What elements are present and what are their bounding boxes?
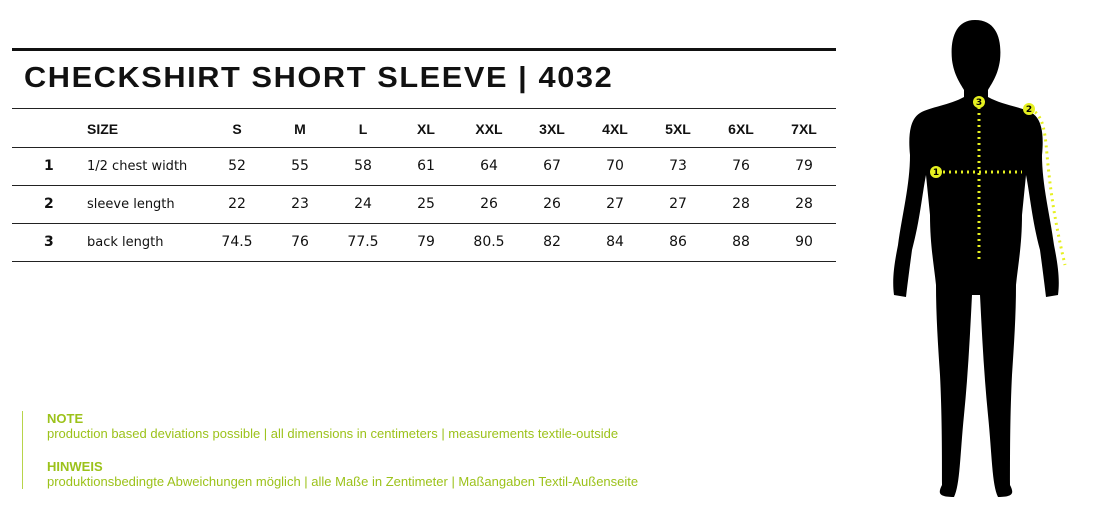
body-silhouette [893, 20, 1059, 497]
table-cell: 52 [228, 158, 246, 174]
row-label: back length [87, 235, 164, 250]
table-cell: 82 [543, 234, 561, 250]
size-header-l: L [358, 121, 368, 137]
marker-2-label: 2 [1026, 105, 1032, 115]
table-cell: 64 [480, 158, 498, 174]
size-header-6xl: 6XL [728, 121, 754, 137]
size-header-4xl: 4XL [602, 121, 628, 137]
row-number: 3 [44, 234, 54, 250]
size-header: SIZE [87, 121, 119, 137]
note-text: produktionsbedingte Abweichungen möglich… [47, 474, 639, 489]
table-cell: 86 [669, 234, 687, 250]
note-bar [22, 411, 23, 489]
table-cell: 79 [417, 234, 435, 250]
table-cell: 73 [669, 158, 687, 174]
table-cell: 74.5 [221, 234, 253, 250]
body-figure: 3 1 2 [893, 20, 1067, 497]
divider [12, 147, 836, 148]
note-en: NOTE production based deviations possibl… [47, 411, 618, 441]
table-cell: 26 [480, 196, 498, 212]
table-cell: 76 [732, 158, 750, 174]
sleeve-length-line [1029, 107, 1067, 266]
marker-1 [930, 166, 942, 178]
divider [12, 223, 836, 224]
table-cell: 55 [291, 158, 309, 174]
note-text: production based deviations possible | a… [47, 426, 619, 441]
size-header-7xl: 7XL [791, 121, 817, 137]
page-title: CHECKSHIRT SHORT SLEEVE | 4032 [24, 62, 614, 94]
size-header-3xl: 3XL [539, 121, 565, 137]
marker-2 [1023, 103, 1035, 115]
table-cell: 84 [606, 234, 624, 250]
table-cell: 25 [417, 196, 435, 212]
table-cell: 27 [669, 196, 687, 212]
table-cell: 77.5 [347, 234, 379, 250]
row-label: 1/2 chest width [87, 159, 188, 174]
note-de: HINWEIS produktionsbedingte Abweichungen… [47, 459, 638, 489]
table-cell: 67 [543, 158, 561, 174]
marker-1-label: 1 [933, 168, 939, 178]
table-cell: 88 [732, 234, 750, 250]
table-cell: 27 [606, 196, 624, 212]
marker-3 [973, 96, 985, 108]
table-cell: 90 [795, 234, 813, 250]
note-title: HINWEIS [47, 459, 103, 474]
table-cell: 28 [795, 196, 813, 212]
row-number: 1 [44, 158, 54, 174]
size-header-5xl: 5XL [665, 121, 691, 137]
size-header-s: S [232, 121, 242, 137]
divider [12, 185, 836, 186]
table-cell: 80.5 [473, 234, 505, 250]
note-title: NOTE [47, 411, 84, 426]
table-cell: 26 [543, 196, 561, 212]
table-cell: 61 [417, 158, 435, 174]
divider [12, 108, 836, 109]
table-cell: 28 [732, 196, 750, 212]
table-cell: 70 [606, 158, 624, 174]
divider [12, 261, 836, 262]
size-header-xxl: XXL [475, 121, 503, 137]
table-cell: 22 [228, 196, 246, 212]
row-label: sleeve length [87, 197, 175, 212]
table-cell: 24 [354, 196, 372, 212]
title-rule [12, 48, 836, 51]
table-cell: 76 [291, 234, 309, 250]
marker-3-label: 3 [976, 98, 982, 108]
table-cell: 58 [354, 158, 372, 174]
size-header-xl: XL [417, 121, 435, 137]
size-header-m: M [294, 121, 306, 137]
table-cell: 23 [291, 196, 309, 212]
table-cell: 79 [795, 158, 813, 174]
row-number: 2 [44, 196, 54, 212]
